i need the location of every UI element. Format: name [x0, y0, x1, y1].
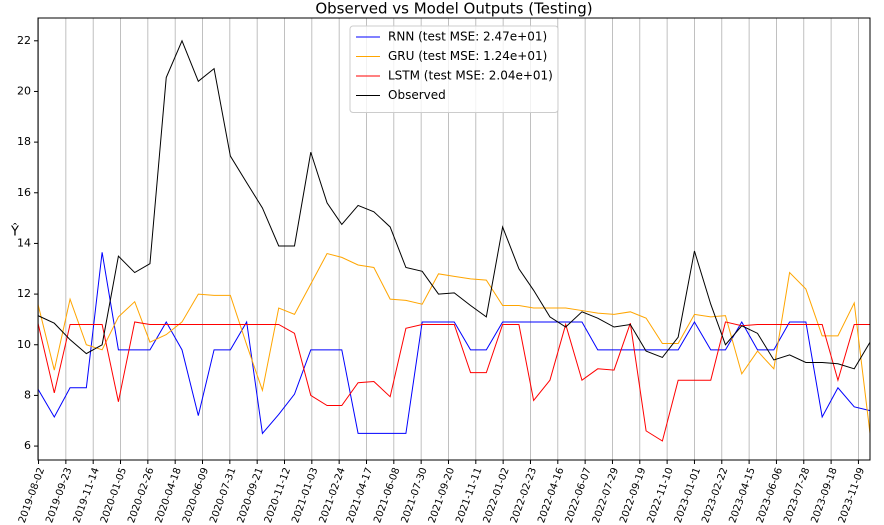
- legend-label: GRU (test MSE: 1.24e+01): [388, 49, 547, 63]
- legend-label: Observed: [388, 88, 446, 102]
- series-line: [37, 39, 871, 370]
- x-tick-label: 2022-01-02: [482, 466, 512, 524]
- x-tick-label: 2020-11-12: [263, 466, 293, 524]
- x-tick-label: 2019-08-02: [17, 466, 47, 524]
- x-tick-label: 2022-02-23: [509, 466, 539, 524]
- legend: RNN (test MSE: 2.47e+01) GRU (test MSE: 1…: [349, 25, 559, 113]
- y-tick-label: 14: [17, 236, 31, 249]
- y-tick-label: 10: [17, 338, 31, 351]
- series-line: [37, 252, 871, 434]
- legend-label: RNN (test MSE: 2.47e+01): [388, 30, 547, 44]
- x-tick-label: 2023-11-09: [837, 466, 867, 524]
- x-tick-label: 2023-01-01: [673, 466, 703, 524]
- x-tick-label: 2019-11-14: [72, 466, 102, 524]
- y-tick-label: 18: [17, 135, 31, 148]
- y-axis-label: Ŷ: [10, 224, 19, 240]
- x-tick-label: 2023-06-06: [755, 466, 785, 524]
- y-tick-label: 20: [17, 84, 31, 97]
- x-tick-label: 2019-09-23: [44, 466, 74, 524]
- x-tick-label: 2023-02-22: [700, 466, 730, 524]
- x-tick-label: 2023-09-18: [810, 466, 840, 524]
- x-tick-label: 2020-07-31: [208, 466, 238, 524]
- legend-label: LSTM (test MSE: 2.04e+01): [388, 69, 553, 83]
- x-tick-label: 2021-09-20: [427, 466, 457, 524]
- x-tick-label: 2020-06-09: [181, 466, 211, 524]
- y-tick-label: 16: [17, 186, 31, 199]
- series-line: [37, 321, 870, 442]
- x-tick-label: 2022-06-07: [564, 466, 594, 524]
- x-tick-label: 2021-07-30: [400, 466, 430, 524]
- chart-title: Observed vs Model Outputs (Testing): [315, 0, 592, 18]
- x-tick-label: 2020-01-05: [99, 466, 129, 524]
- x-tick-label: 2022-04-16: [536, 466, 566, 524]
- x-tick-label: 2021-04-17: [345, 466, 375, 524]
- x-tick-label: 2020-04-18: [154, 466, 184, 524]
- x-tick-label: 2023-04-15: [728, 466, 758, 524]
- legend-box: [349, 25, 559, 113]
- x-tick-label: 2022-11-10: [646, 466, 676, 524]
- series-line: [37, 252, 871, 435]
- x-tick-label: 2021-11-11: [454, 466, 484, 524]
- x-tick-label: 2020-09-21: [236, 466, 266, 524]
- x-tick-label: 2022-07-29: [591, 466, 621, 524]
- x-tick-label: 2021-06-08: [372, 466, 402, 524]
- x-tick-label: 2021-01-03: [290, 466, 320, 524]
- y-tick-label: 6: [24, 439, 31, 452]
- x-tick-label: 2020-02-26: [126, 466, 156, 524]
- y-tick-label: 22: [17, 34, 31, 47]
- x-tick-label: 2023-07-28: [782, 466, 812, 524]
- y-tick-label: 12: [17, 287, 31, 300]
- x-tick-label: 2022-09-19: [618, 466, 648, 524]
- y-tick-label: 8: [24, 388, 31, 401]
- x-tick-label: 2021-02-24: [318, 466, 348, 524]
- plot-frame: [37, 17, 871, 461]
